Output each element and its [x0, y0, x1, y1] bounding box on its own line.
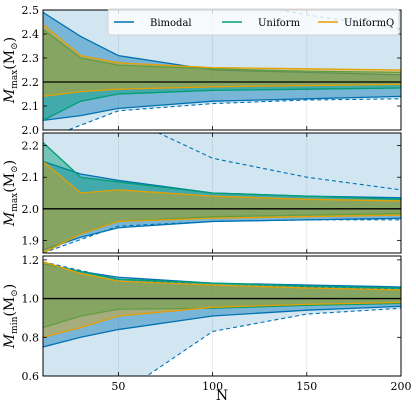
uniformq-lower-line	[43, 214, 401, 253]
plot-area	[43, 133, 401, 253]
panel-frame	[42, 255, 402, 377]
uniformq-upper-line	[43, 23, 401, 71]
panel-frame	[42, 132, 402, 254]
bimodal-wide-band	[43, 261, 401, 376]
bimodal-upper-line	[43, 11, 401, 76]
y-tick-label: 2.2	[22, 76, 40, 89]
bimodal-lower-line	[43, 305, 401, 348]
legend-box	[107, 8, 400, 36]
panel-3: 0.6 0.8 1.0 1.2 50 100 150 200 Mmin(M⊙)	[2, 254, 412, 393]
uniform-lower-line	[43, 87, 401, 121]
legend-label-uniform: Uniform	[258, 18, 301, 29]
legend-label-uniformq: UniformQ	[344, 18, 394, 29]
x-tick-label: 200	[391, 380, 412, 393]
y-tick-label: 2.5	[22, 4, 40, 17]
y-tick-label: 1.2	[22, 254, 40, 267]
y-tick-label: 2.2	[22, 140, 40, 153]
y-tick-label: 0.8	[22, 331, 40, 344]
uniformq-lower-line	[43, 301, 401, 338]
uniformq-lower-line	[43, 83, 401, 98]
y-tick-label: 2.0	[22, 203, 40, 216]
uniformq-band	[43, 161, 401, 253]
y-axis-title: Mmax(M⊙)	[2, 160, 20, 227]
plot-area	[43, 10, 401, 130]
uniform-lower-line	[43, 302, 401, 329]
uniform-band	[43, 263, 401, 328]
uniformq-band	[43, 261, 401, 338]
uniform-band	[43, 29, 401, 121]
panels-layer: 2.02.12.22.32.42.5Mmax(M⊙)1.92.02.12.2Mm…	[2, 4, 412, 393]
y-tick-label: 2.0	[22, 124, 40, 137]
bimodal-wide-lower-dashed	[66, 98, 401, 130]
uniformq-upper-line	[43, 160, 401, 202]
x-tick-label: 100	[202, 380, 223, 393]
y-tick-label: 1.9	[22, 234, 40, 247]
bimodal-band	[43, 263, 401, 347]
y-axis-title: Mmin(M⊙)	[2, 284, 20, 349]
y-tick-label: 0.6	[22, 370, 40, 383]
bimodal-wide-lower-dashed	[145, 307, 401, 376]
y-tick-label: 2.4	[22, 28, 40, 41]
plot-area	[43, 256, 401, 376]
legend: Bimodal Uniform UniformQ	[107, 8, 400, 36]
x-tick-label: 50	[111, 380, 125, 393]
legend-label-bimodal: Bimodal	[150, 18, 192, 29]
bimodal-lower-line	[43, 95, 401, 122]
y-tick-label: 2.3	[22, 52, 40, 65]
y-tick-label: 1.0	[22, 293, 40, 306]
y-axis-title: Mmax(M⊙)	[2, 37, 20, 104]
x-tick-label: 150	[296, 380, 317, 393]
bimodal-lower-line	[43, 217, 401, 251]
uniform-upper-line	[43, 263, 401, 289]
uniformq-upper-line	[43, 261, 401, 291]
x-axis-title: N	[216, 388, 228, 404]
y-tick-label: 2.1	[22, 100, 40, 113]
y-tick-label: 2.1	[22, 171, 40, 184]
uniform-upper-line	[43, 28, 401, 74]
uniformq-band	[43, 24, 401, 97]
uniform-upper-line	[43, 141, 401, 200]
uniform-band	[43, 142, 401, 253]
